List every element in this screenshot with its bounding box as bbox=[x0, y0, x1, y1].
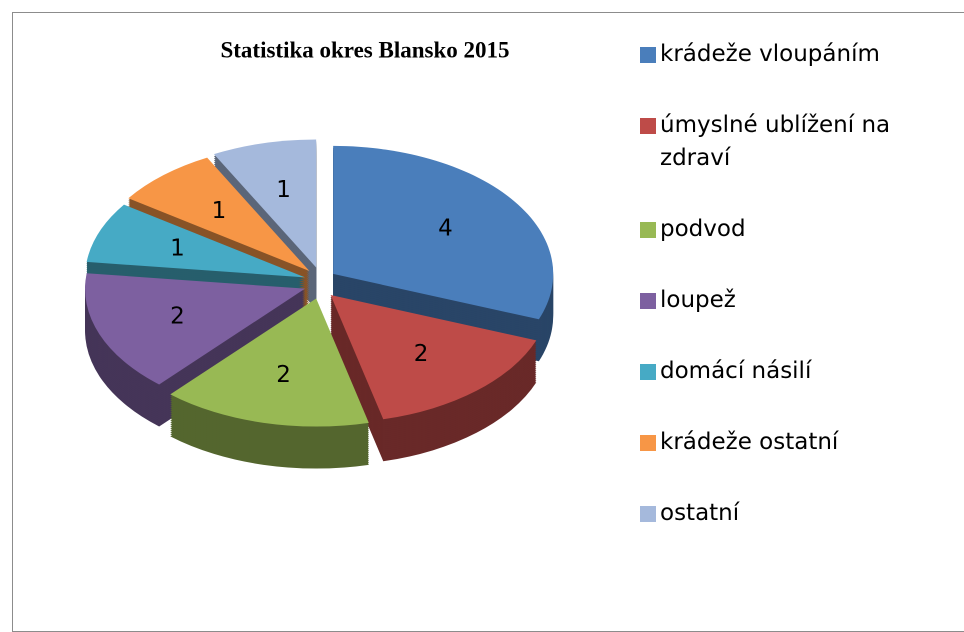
legend-label: ostatní bbox=[660, 500, 740, 526]
legend-label: domácí násilí bbox=[660, 358, 812, 384]
legend-item: podvod bbox=[640, 213, 960, 246]
data-label: 2 bbox=[170, 303, 185, 329]
legend-item: krádeže vloupáním bbox=[640, 38, 960, 71]
pie-slice bbox=[128, 157, 310, 272]
legend-swatch bbox=[640, 47, 656, 63]
legend-item: domácí násilí bbox=[640, 355, 960, 388]
data-label: 1 bbox=[170, 236, 185, 262]
chart-title: Statistika okres Blansko 2015 bbox=[220, 37, 509, 62]
data-label: 2 bbox=[414, 341, 429, 367]
legend-label: podvod bbox=[660, 216, 746, 242]
legend-swatch bbox=[640, 118, 656, 134]
legend-item: úmyslné ublížení na zdraví bbox=[640, 109, 960, 175]
legend-swatch bbox=[640, 435, 656, 451]
legend-item: loupež bbox=[640, 284, 960, 317]
pie-slice bbox=[330, 294, 537, 420]
legend: krádeže vloupáním úmyslné ublížení na zdr… bbox=[640, 38, 960, 568]
legend-label: úmyslné ublížení na zdraví bbox=[660, 112, 891, 171]
pie-slice bbox=[85, 273, 306, 385]
pie-slice bbox=[170, 298, 369, 427]
legend-swatch bbox=[640, 293, 656, 309]
legend-item: ostatní bbox=[640, 497, 960, 530]
data-label: 1 bbox=[276, 177, 291, 203]
legend-swatch bbox=[640, 364, 656, 380]
chart: Statistika okres Blansko 2015 4 2 2 2 1 1 1 bbox=[85, 37, 554, 469]
data-label: 2 bbox=[276, 362, 291, 388]
pie-slice bbox=[333, 145, 554, 320]
legend-swatch bbox=[640, 222, 656, 238]
data-label: 4 bbox=[438, 215, 453, 241]
legend-item: krádeže ostatní bbox=[640, 426, 960, 459]
legend-label: loupež bbox=[660, 287, 736, 313]
pie-slice bbox=[86, 204, 306, 278]
legend-label: krádeže vloupáním bbox=[660, 41, 880, 67]
pie-slice bbox=[213, 139, 317, 268]
data-label: 1 bbox=[212, 198, 227, 224]
legend-label: krádeže ostatní bbox=[660, 429, 839, 455]
legend-swatch bbox=[640, 506, 656, 522]
